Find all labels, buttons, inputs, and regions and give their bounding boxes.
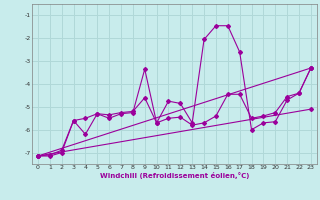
X-axis label: Windchill (Refroidissement éolien,°C): Windchill (Refroidissement éolien,°C)	[100, 172, 249, 179]
